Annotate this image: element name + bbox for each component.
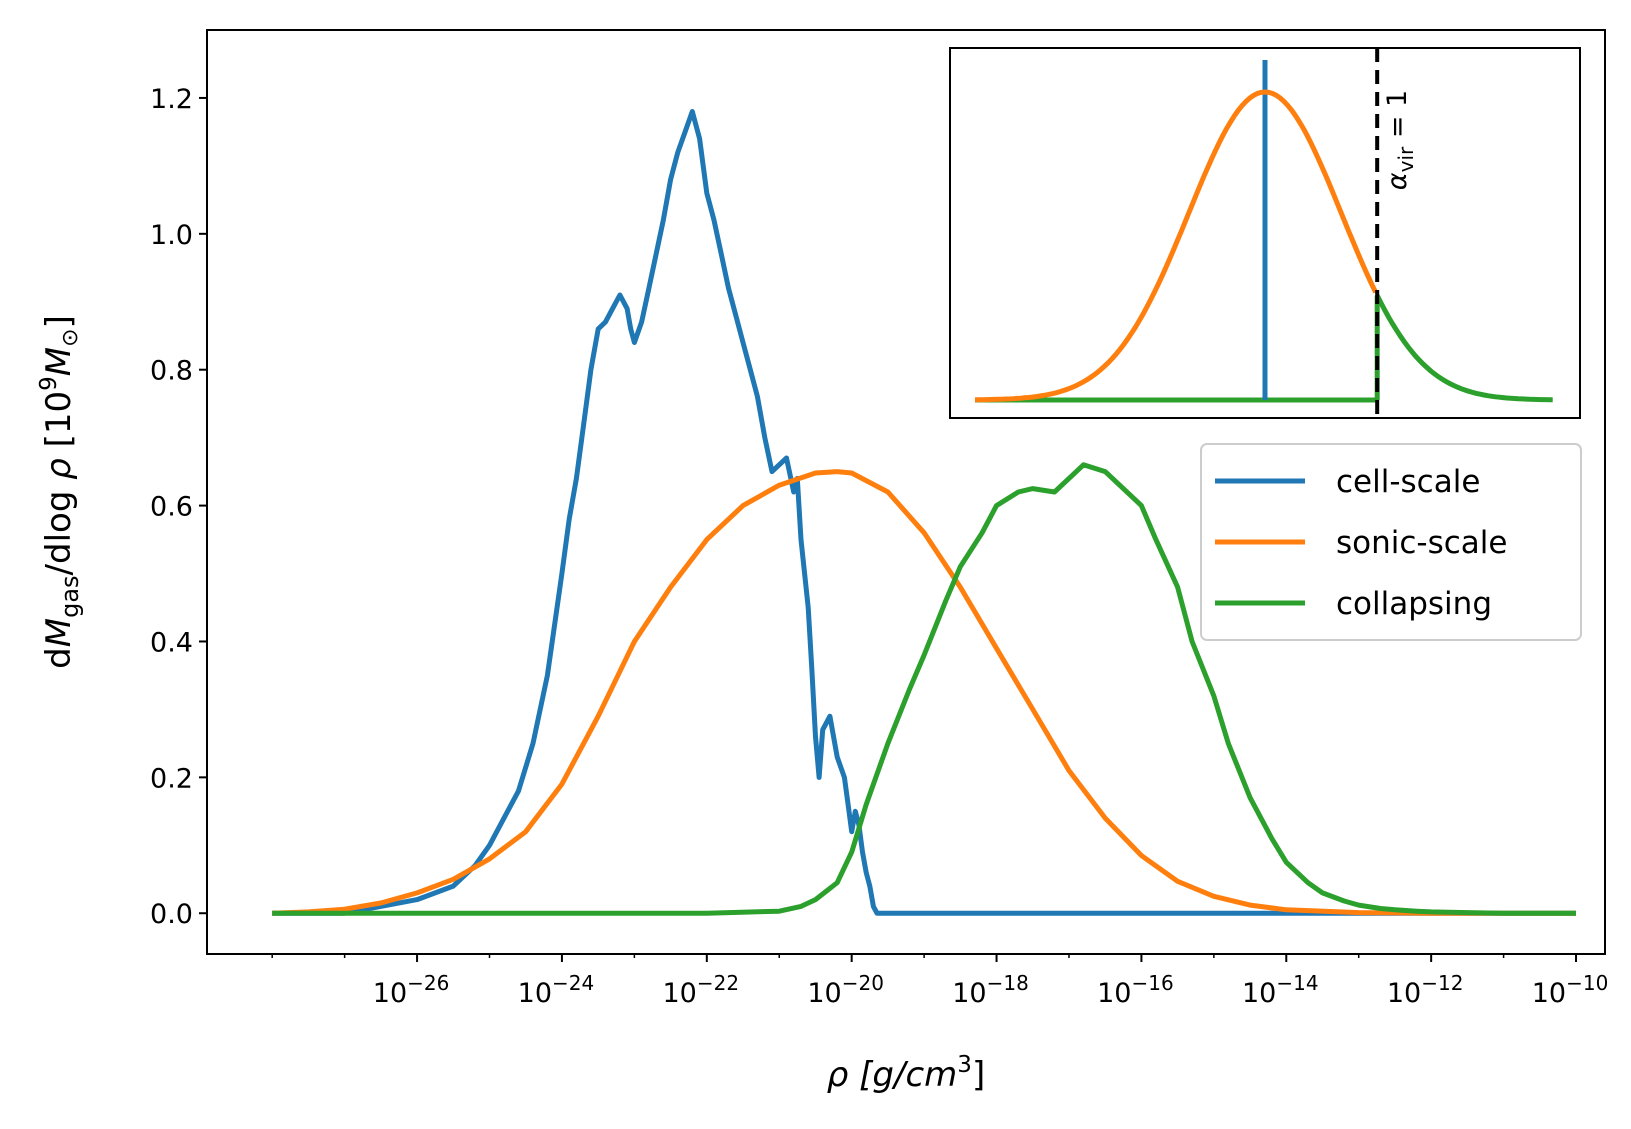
- x-tick-label: 10−22: [663, 971, 740, 1009]
- legend-label-cell-scale: cell-scale: [1336, 464, 1480, 500]
- y-axis-ticks: 0.0 0.2 0.4 0.6 0.8 1.0 1.2: [150, 84, 207, 930]
- y-axis-label: dMgas/dlog ρ [109M⊙]: [36, 315, 84, 669]
- inset-collapsing-tail: [1374, 294, 1553, 403]
- x-tick-label: 10−14: [1242, 971, 1319, 1009]
- series-line-cell-scale: [272, 109, 1576, 916]
- x-tick-label: 10−20: [807, 971, 884, 1009]
- legend-label-collapsing: collapsing: [1336, 586, 1492, 622]
- y-tick-label: 0.6: [150, 492, 193, 523]
- y-tick-label: 0.8: [150, 356, 193, 387]
- main-axes-frame: [206, 29, 1606, 955]
- x-tick-label: 10−26: [373, 971, 450, 1009]
- x-tick-label: 10−18: [952, 971, 1029, 1009]
- inset-panel: αvir = 1: [949, 47, 1581, 419]
- inset-series: [974, 48, 1553, 418]
- legend: cell-scale sonic-scale collapsing: [1200, 443, 1582, 641]
- x-tick-label: 10−12: [1387, 971, 1464, 1009]
- legend-label-sonic-scale: sonic-scale: [1336, 525, 1507, 561]
- series-line-collapsing: [272, 462, 1576, 916]
- inset-sonic-scale-curve: [974, 89, 1378, 403]
- x-axis-ticks: 10−26 10−24 10−22 10−20 10−18 10−16 10−14 10−12…: [271, 954, 1609, 1009]
- inset-frame: [949, 47, 1581, 419]
- legend-box: [1200, 443, 1582, 641]
- y-tick-label: 0.0: [150, 899, 193, 930]
- x-tick-label: 10−10: [1532, 971, 1609, 1009]
- y-tick-label: 0.2: [150, 763, 193, 794]
- inset-alpha-vir-label: αvir = 1: [1382, 90, 1418, 190]
- x-axis-label: ρ [g/cm3]: [827, 1052, 985, 1095]
- x-tick-label: 10−24: [518, 971, 595, 1009]
- series-line-sonic-scale: [272, 469, 1576, 916]
- x-tick-label: 10−16: [1097, 971, 1174, 1009]
- y-tick-label: 1.2: [150, 84, 193, 115]
- series-lines: [272, 109, 1576, 916]
- y-tick-label: 0.4: [150, 627, 193, 658]
- y-tick-label: 1.0: [150, 220, 193, 251]
